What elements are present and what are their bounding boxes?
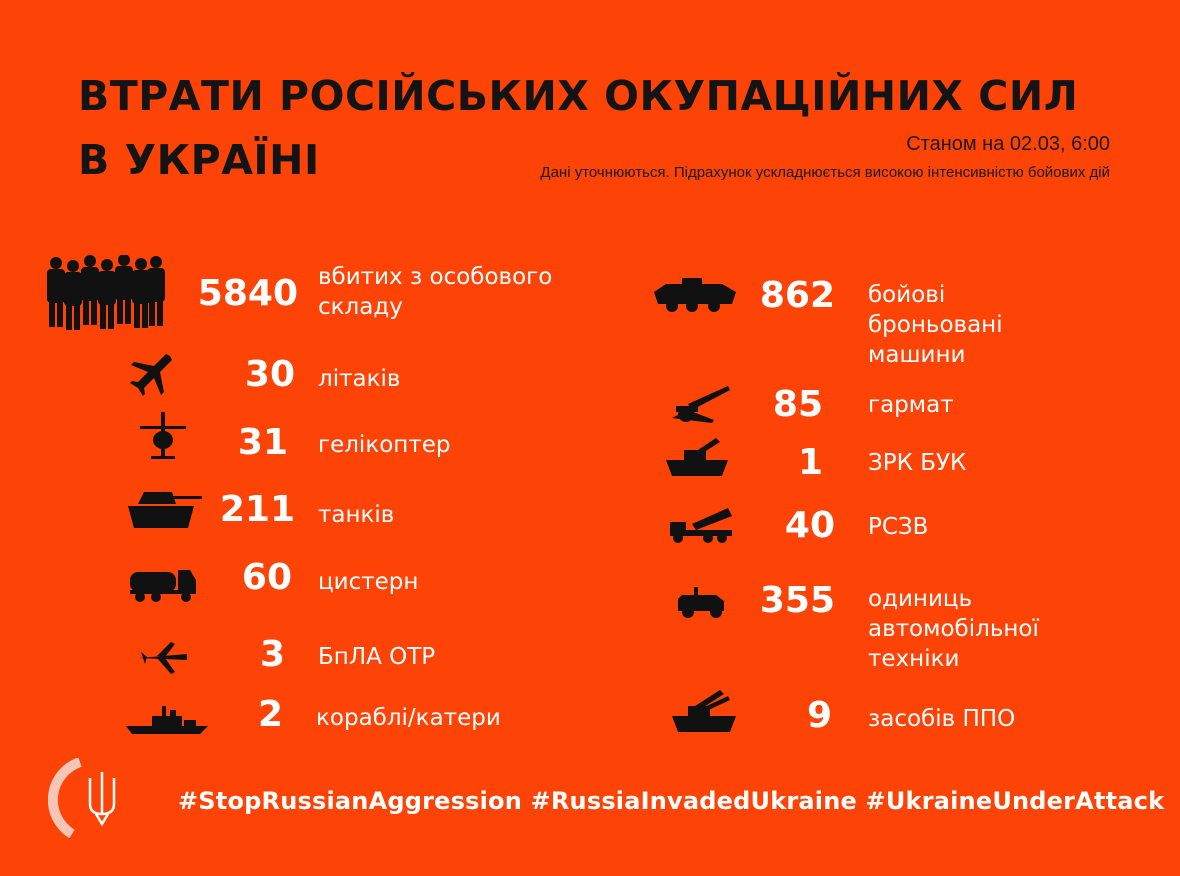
ship-icon [126,706,208,734]
personnel-label: вбитих з особового складу [318,264,553,320]
as-of-date: Станом на 02.03, 6:00 [906,133,1110,155]
trident-logo [48,758,116,838]
tanker-truck-icon [130,570,196,602]
mlrs-label: РСЗВ [868,514,929,540]
apc-label: бойові броньовані машини [868,282,1003,368]
title-line-1: ВТРАТИ РОСІЙСЬКИХ ОКУПАЦІЙНИХ СИЛ [78,72,1079,120]
air-defense-icon [672,690,736,732]
helicopter-label: гелікоптер [318,432,451,458]
soldiers-icon [47,255,165,330]
tank-count: 211 [219,489,295,530]
drone-label: БпЛА ОТР [318,644,436,670]
note: Дані уточнюються. Підрахунок ускладнюєть… [540,164,1110,181]
buk-icon [666,438,728,476]
artillery-count: 85 [772,384,823,425]
ship-label: кораблі/катери [316,705,501,731]
vehicle-icon [678,587,724,618]
hashtags: #StopRussianAggression #RussiaInvadedUkr… [178,787,1165,815]
buk-label: ЗРК БУК [868,450,967,476]
tanker-count: 60 [241,557,292,598]
aircraft-label: літаків [318,366,401,392]
mlrs-count: 40 [784,505,835,546]
tank-label: танків [318,502,395,528]
tank-icon [128,492,202,528]
trident-icon [88,772,116,827]
buk-count: 1 [797,442,823,483]
air-defense-label: засобів ППО [868,706,1016,732]
tanker-label: цистерн [318,569,419,595]
artillery-label: гармат [868,392,954,418]
air-defense-count: 9 [806,695,832,736]
drone-icon [139,642,187,674]
airplane-icon [130,354,172,396]
title-line-2: В УКРАЇНІ [78,136,320,184]
mlrs-icon [670,508,732,543]
drone-count: 3 [259,634,285,675]
vehicle-count: 355 [759,580,835,621]
aircraft-count: 30 [244,354,295,395]
ship-count: 2 [257,694,283,735]
apc-icon [654,278,736,312]
artillery-icon [672,386,730,423]
vehicle-label: одиниць автомобільної техніки [868,586,1039,672]
personnel-count: 5840 [197,273,298,314]
apc-count: 862 [759,275,835,316]
helicopter-count: 31 [237,422,288,463]
helicopter-icon [140,412,186,459]
